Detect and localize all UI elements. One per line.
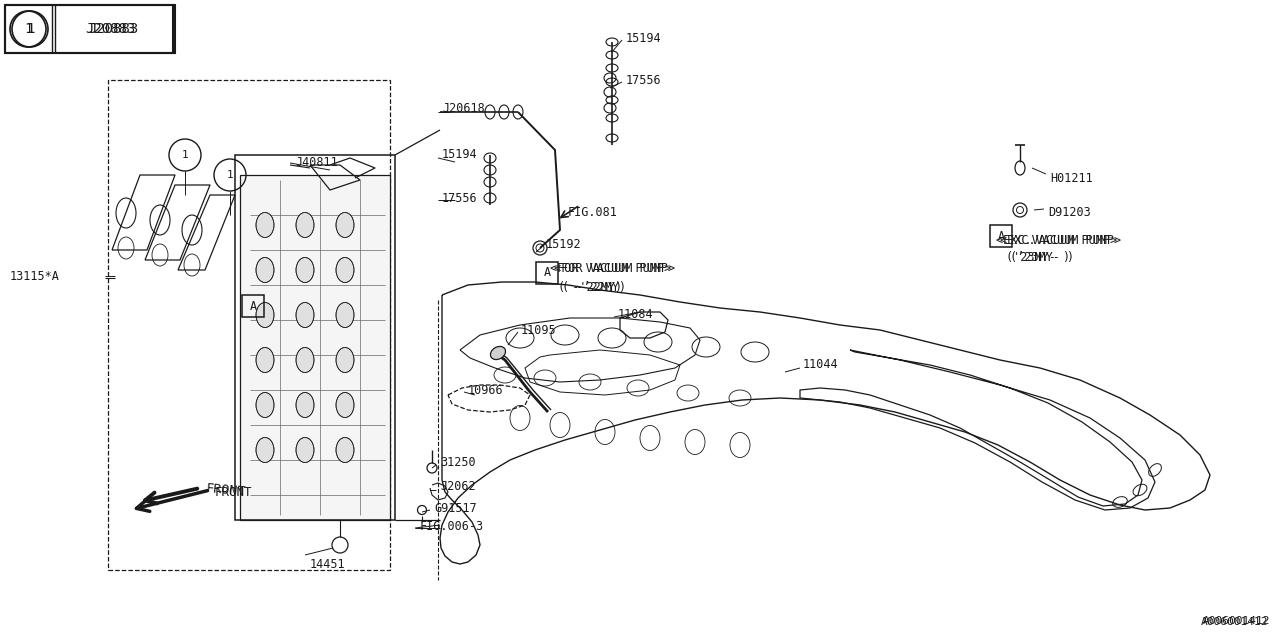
Ellipse shape [296,303,314,328]
Text: 1: 1 [227,170,233,180]
Ellipse shape [256,303,274,328]
Text: FIG.081: FIG.081 [568,207,618,220]
Text: D91203: D91203 [1048,205,1091,218]
Polygon shape [241,175,390,520]
Text: 31250: 31250 [440,456,476,470]
Text: 17556: 17556 [442,191,477,205]
Text: H01211: H01211 [1050,172,1093,184]
Ellipse shape [256,257,274,282]
Text: ('23MY- ): ('23MY- ) [1006,252,1070,264]
Text: A: A [997,230,1005,243]
Ellipse shape [296,212,314,237]
Ellipse shape [256,212,274,237]
Text: J20618: J20618 [442,102,485,115]
Bar [108,80,390,570]
Bar [236,155,396,520]
Text: 1: 1 [24,22,32,36]
Text: 15194: 15194 [442,148,477,161]
Text: A: A [250,300,256,312]
Text: 13115*A: 13115*A [10,269,60,282]
Text: FRONT: FRONT [215,486,252,499]
Text: G91517: G91517 [434,502,476,515]
Bar [5,5,173,53]
Ellipse shape [335,212,355,237]
Text: 1: 1 [182,150,188,160]
Text: <EXC.VACUUM PUMP>: <EXC.VACUUM PUMP> [1000,234,1121,246]
Text: 10966: 10966 [468,383,503,397]
Ellipse shape [296,438,314,463]
Text: <EXC.VACUUM PUMP>: <EXC.VACUUM PUMP> [996,234,1117,246]
Text: (’23MY- ): (’23MY- ) [1010,252,1074,264]
Text: 14451: 14451 [310,559,346,572]
Ellipse shape [490,346,506,360]
Text: <FOR VACUUM PUMP>: <FOR VACUUM PUMP> [554,262,675,275]
Text: J20883: J20883 [84,22,136,36]
Bar [536,262,558,284]
Text: 15192: 15192 [547,239,581,252]
Ellipse shape [335,392,355,417]
Ellipse shape [256,348,274,372]
Ellipse shape [335,257,355,282]
Ellipse shape [256,392,274,417]
Text: A006001412: A006001412 [1201,617,1268,627]
Ellipse shape [335,438,355,463]
Text: J40811: J40811 [294,157,338,170]
Text: J20883: J20883 [88,22,138,36]
Text: 1: 1 [26,22,35,36]
Text: ( -'22MY): ( -'22MY) [558,280,622,294]
Text: FIG.006-3: FIG.006-3 [420,520,484,534]
Text: FRONT: FRONT [205,482,246,498]
Text: ( -’22MY): ( -’22MY) [562,280,626,294]
Text: A006001412: A006001412 [1202,616,1270,626]
Text: 17556: 17556 [626,74,662,86]
Text: A: A [544,266,550,280]
Ellipse shape [296,257,314,282]
Text: J2062: J2062 [440,481,476,493]
Ellipse shape [335,348,355,372]
Bar [5,5,175,53]
Bar [242,295,264,317]
Ellipse shape [296,348,314,372]
Text: 11084: 11084 [618,308,654,321]
Bar [989,225,1012,247]
Text: <FOR VACUUM PUMP>: <FOR VACUUM PUMP> [550,262,671,275]
Text: 15194: 15194 [626,31,662,45]
Ellipse shape [335,303,355,328]
Text: 11044: 11044 [803,358,838,371]
Ellipse shape [296,392,314,417]
Ellipse shape [256,438,274,463]
Text: 11095: 11095 [521,323,557,337]
